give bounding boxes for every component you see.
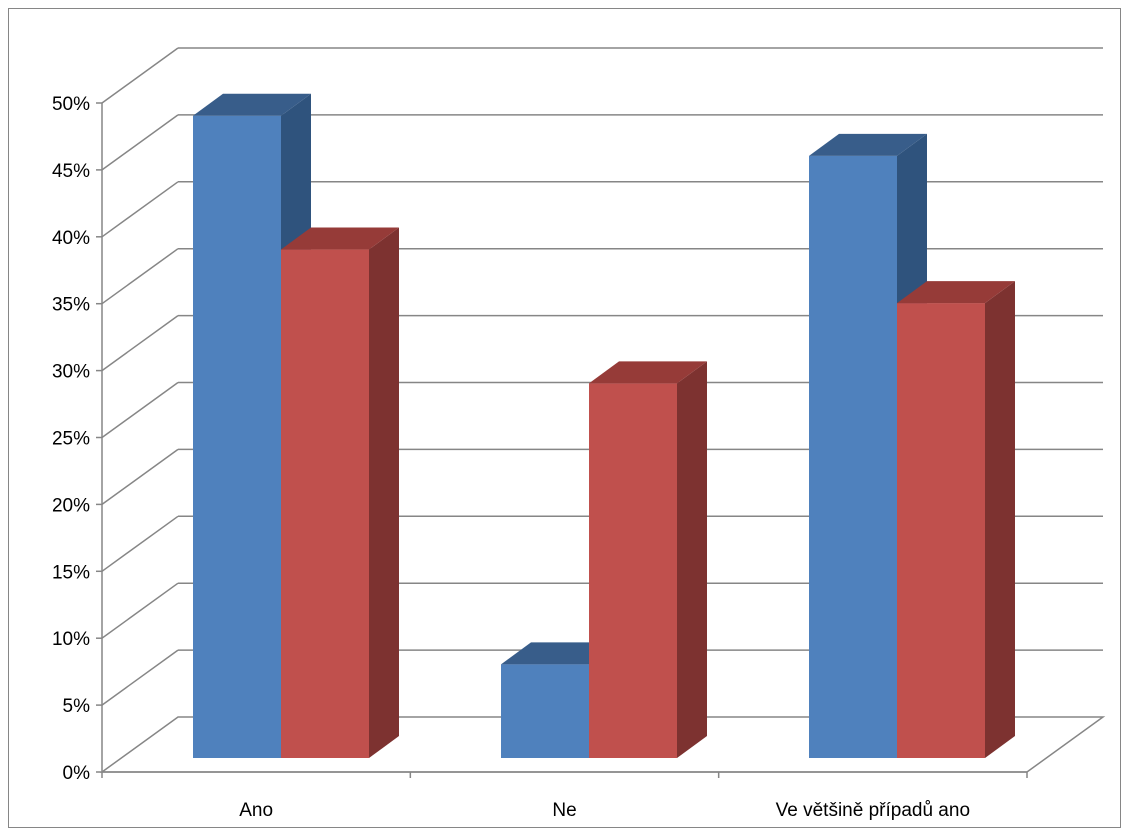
bar-top	[589, 361, 707, 384]
bar-side	[985, 281, 1015, 758]
y-tick-label: 45%	[52, 161, 90, 182]
y-tick-label: 10%	[52, 629, 90, 650]
gridline-side	[101, 47, 179, 104]
y-tick-label: 40%	[52, 228, 90, 249]
gridline-side	[101, 515, 179, 572]
bar-front	[589, 383, 677, 758]
x-category-label: Ne	[552, 800, 576, 821]
bar-side	[677, 361, 707, 758]
bar-top	[193, 93, 311, 116]
gridline-side	[101, 582, 179, 639]
bar-front	[193, 115, 281, 758]
bar-front	[501, 664, 589, 758]
bar-top	[281, 227, 399, 250]
gridline-side	[101, 114, 179, 171]
y-tick-label: 35%	[52, 295, 90, 316]
bar-top	[897, 281, 1015, 304]
x-category-label: Ano	[239, 800, 273, 821]
gridline-side	[101, 314, 179, 372]
y-tick-label: 30%	[52, 362, 90, 383]
bar-front	[897, 303, 985, 758]
x-category-label: Ve většině případů ano	[776, 800, 970, 821]
gridline-side	[101, 181, 179, 238]
y-tick-label: 15%	[52, 562, 90, 583]
axes	[96, 102, 1028, 778]
y-tick-label: 25%	[52, 429, 90, 450]
y-tick-label: 0%	[63, 763, 91, 784]
gridline-side	[101, 381, 179, 439]
gridline-side	[101, 448, 179, 506]
bar-front	[281, 249, 369, 758]
y-tick-label: 20%	[52, 495, 90, 516]
bar-side	[369, 227, 399, 758]
bars	[193, 93, 1015, 758]
bar-front	[809, 155, 897, 758]
bar-top	[809, 133, 927, 156]
gridline-side	[101, 649, 179, 706]
y-tick-label: 5%	[63, 696, 91, 717]
labels: 0% 5% 10% 15% 20% 25% 30% 35% 40% 45% 50% Ano Ne Ve v…	[52, 94, 970, 821]
gridline-side	[101, 248, 179, 305]
y-tick-label: 50%	[52, 94, 90, 115]
